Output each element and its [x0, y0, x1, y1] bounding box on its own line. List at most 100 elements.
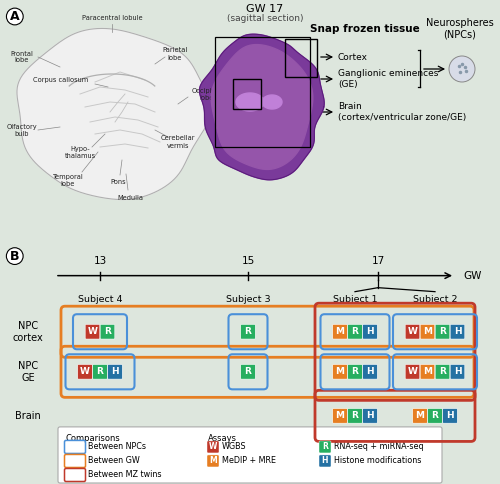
FancyBboxPatch shape [85, 324, 100, 339]
Text: Brain: Brain [15, 411, 41, 421]
Text: H: H [446, 411, 454, 421]
Circle shape [449, 56, 475, 82]
FancyBboxPatch shape [332, 364, 347, 379]
Text: Olfactory
bulb: Olfactory bulb [6, 123, 38, 136]
Text: NPC
GE: NPC GE [18, 361, 38, 383]
Bar [215, 37, 310, 147]
FancyBboxPatch shape [435, 324, 450, 339]
Text: R: R [439, 327, 446, 336]
FancyBboxPatch shape [428, 408, 442, 423]
Text: R: R [352, 411, 358, 421]
Text: Paracentral lobule: Paracentral lobule [82, 15, 142, 21]
FancyBboxPatch shape [420, 364, 435, 379]
Text: H: H [366, 367, 374, 376]
Text: Frontal
lobe: Frontal lobe [10, 50, 34, 63]
FancyBboxPatch shape [435, 364, 450, 379]
Text: 15: 15 [242, 256, 254, 266]
FancyBboxPatch shape [412, 408, 428, 423]
Text: Between NPCs: Between NPCs [88, 442, 146, 452]
Text: Cerebellar
vermis: Cerebellar vermis [161, 136, 195, 149]
FancyBboxPatch shape [332, 408, 347, 423]
FancyBboxPatch shape [100, 324, 115, 339]
Text: R: R [244, 327, 252, 336]
Text: Subject 2: Subject 2 [413, 295, 457, 304]
Text: Subject 3: Subject 3 [226, 295, 270, 304]
Text: Corpus callosum: Corpus callosum [33, 77, 88, 83]
Text: MeDIP + MRE: MeDIP + MRE [222, 456, 276, 466]
FancyBboxPatch shape [362, 364, 378, 379]
FancyBboxPatch shape [405, 364, 420, 379]
Text: M: M [336, 327, 344, 336]
FancyBboxPatch shape [348, 408, 362, 423]
FancyBboxPatch shape [92, 364, 108, 379]
Text: Subject 1: Subject 1 [333, 295, 378, 304]
Polygon shape [211, 45, 313, 169]
Text: W: W [80, 367, 90, 376]
Text: R: R [352, 327, 358, 336]
Text: M: M [336, 367, 344, 376]
FancyBboxPatch shape [319, 455, 331, 467]
FancyBboxPatch shape [420, 324, 435, 339]
FancyBboxPatch shape [207, 455, 219, 467]
Text: R: R [439, 367, 446, 376]
Text: NPC
cortex: NPC cortex [12, 321, 44, 343]
Text: H: H [454, 367, 462, 376]
Text: Occipital
lobe: Occipital lobe [192, 88, 221, 101]
Text: GW: GW [463, 271, 481, 281]
Text: Assays: Assays [208, 434, 237, 443]
Text: Brain
(cortex/ventricular zone/GE): Brain (cortex/ventricular zone/GE) [338, 102, 466, 121]
Text: H: H [111, 367, 119, 376]
Polygon shape [236, 93, 264, 111]
Text: H: H [454, 327, 462, 336]
Text: (sagittal section): (sagittal section) [227, 14, 303, 23]
Text: B: B [10, 250, 20, 263]
FancyBboxPatch shape [405, 324, 420, 339]
Text: W: W [209, 442, 217, 452]
FancyBboxPatch shape [442, 408, 458, 423]
Text: H: H [366, 411, 374, 421]
Text: Histone modifications: Histone modifications [334, 456, 422, 466]
Text: R: R [244, 367, 252, 376]
Text: H: H [322, 456, 328, 466]
Polygon shape [200, 34, 324, 180]
FancyBboxPatch shape [108, 364, 122, 379]
Text: Temporal
lobe: Temporal lobe [52, 173, 84, 186]
Text: 17: 17 [372, 256, 384, 266]
Text: GW 17: GW 17 [246, 4, 284, 14]
Text: R: R [322, 442, 328, 452]
Bar [233, 79, 261, 109]
Text: R: R [352, 367, 358, 376]
FancyBboxPatch shape [240, 364, 256, 379]
Polygon shape [262, 95, 282, 109]
FancyBboxPatch shape [450, 364, 465, 379]
Text: M: M [423, 367, 432, 376]
Text: R: R [432, 411, 438, 421]
Bar [285, 39, 317, 77]
FancyBboxPatch shape [362, 408, 378, 423]
Text: M: M [423, 327, 432, 336]
FancyBboxPatch shape [348, 364, 362, 379]
Text: Comparisons: Comparisons [66, 434, 121, 443]
Text: M: M [416, 411, 424, 421]
FancyBboxPatch shape [207, 441, 219, 453]
Text: Pons: Pons [110, 179, 126, 185]
Text: Cortex: Cortex [338, 52, 368, 61]
Text: W: W [88, 327, 98, 336]
FancyBboxPatch shape [332, 324, 347, 339]
FancyBboxPatch shape [348, 324, 362, 339]
Text: Parietal
lobe: Parietal lobe [162, 47, 188, 60]
Text: M: M [336, 411, 344, 421]
Polygon shape [17, 29, 210, 199]
Text: Snap frozen tissue: Snap frozen tissue [310, 24, 420, 34]
FancyBboxPatch shape [450, 324, 465, 339]
Text: RNA-seq + miRNA-seq: RNA-seq + miRNA-seq [334, 442, 424, 452]
Text: Between GW: Between GW [88, 456, 140, 466]
FancyBboxPatch shape [78, 364, 92, 379]
Text: R: R [96, 367, 103, 376]
Text: Ganglionic eminences
(GE): Ganglionic eminences (GE) [338, 69, 438, 89]
Text: Subject 4: Subject 4 [78, 295, 122, 304]
Text: Medulla: Medulla [117, 195, 143, 201]
Text: Hypo-
thalamus: Hypo- thalamus [64, 146, 96, 158]
Text: 13: 13 [94, 256, 106, 266]
Text: R: R [104, 327, 111, 336]
